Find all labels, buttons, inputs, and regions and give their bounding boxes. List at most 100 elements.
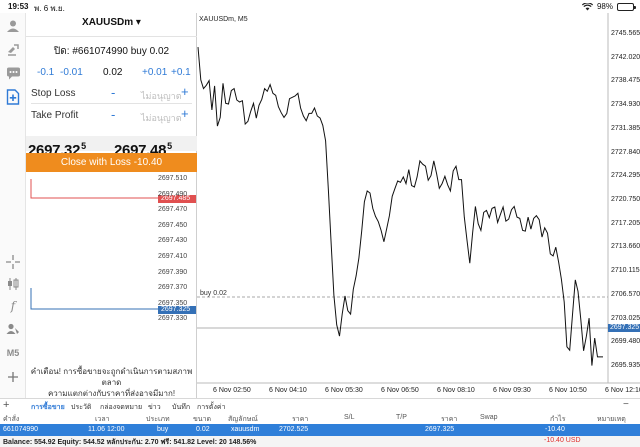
price-tick-label: 2710.115	[611, 267, 640, 275]
new-order-icon[interactable]	[3, 87, 23, 107]
cell-size: 0.02	[196, 426, 210, 433]
col-tp: T/P	[396, 414, 407, 421]
balance-bar: Balance: 554.92 Equity: 544.52 หลักประกั…	[0, 436, 640, 447]
time-tick-label: 6 Nov 09:30	[493, 387, 531, 394]
indicators-icon[interactable]	[3, 274, 23, 294]
chat-icon[interactable]	[3, 63, 23, 83]
cell-order: 661074990	[3, 426, 39, 433]
ladder-price-label: 2697.330	[158, 315, 188, 323]
ladder-price-label: 2697.370	[158, 284, 188, 292]
cell-price: 2702.525	[279, 426, 309, 433]
add-icon[interactable]	[3, 367, 23, 387]
time-tick-label: 6 Nov 02:50	[213, 387, 251, 394]
order-description: ปิด: #661074990 buy 0.02	[53, 46, 170, 57]
stop-loss-minus-button[interactable]: -	[111, 85, 116, 100]
volume-minus-big-button[interactable]: -0.1	[37, 67, 55, 78]
ask-price-sup: 5	[167, 141, 172, 151]
left-toolbar: f M5	[0, 13, 26, 398]
bid-ladder-line	[30, 288, 158, 310]
chart-title: XAUUSDm, M5	[199, 16, 248, 23]
price-tick-label: 2720.750	[611, 196, 640, 203]
tab-history[interactable]: ประวัติ	[71, 404, 92, 411]
price-tick-label: 2745.565	[611, 30, 640, 37]
col-profit: กำไร	[550, 416, 566, 423]
col-swap: Swap	[480, 414, 498, 421]
ladder-price-label: 2697.490	[158, 190, 188, 198]
ladder-lines	[30, 179, 158, 310]
price-tick-label: 2717.205	[611, 219, 640, 227]
tab-mailbox[interactable]: กล่องจดหมาย	[100, 404, 143, 411]
volume-plus-big-button[interactable]: +0.1	[171, 67, 191, 78]
price-tick-label: 2734.930	[611, 101, 640, 109]
ladder-price-label: 2697.430	[158, 237, 188, 245]
status-right: 98%	[581, 2, 636, 11]
market-watch-icon[interactable]	[3, 40, 23, 60]
stop-loss-plus-button[interactable]: +	[181, 84, 189, 99]
cell-time: 11.06 12:00	[88, 426, 125, 433]
table-row[interactable]: 661074990 11.06 12:00 buy 0.02 xauusdm 2…	[0, 424, 640, 436]
volume-minus-small-button[interactable]: -0.01	[60, 67, 83, 78]
status-time: 19:53	[8, 2, 29, 11]
cell-profit: -10.40	[545, 426, 565, 433]
take-profit-input[interactable]: ไม่อนุญาต	[141, 113, 182, 123]
bid-ladder-tag: 2697.325	[158, 306, 196, 314]
take-profit-plus-button[interactable]: +	[181, 106, 189, 121]
col-sl: S/L	[344, 414, 355, 421]
col-order: คำสั่ง	[3, 416, 20, 423]
ask-ladder-tag: 2697.485	[158, 195, 196, 203]
time-tick-label: 6 Nov 05:30	[325, 387, 363, 394]
ladder-price-label: 2697.450	[158, 221, 188, 229]
objects-icon[interactable]	[3, 319, 23, 339]
price-series-line	[197, 47, 603, 366]
col-symbol: สัญลักษณ์	[228, 416, 258, 423]
add-tab-icon[interactable]: +	[3, 399, 10, 411]
stop-loss-input[interactable]: ไม่อนุญาต	[141, 91, 182, 101]
terminal-tabs: + การซื้อขาย ประวัติ กล่องจดหมาย ข่าว บั…	[0, 398, 640, 414]
battery-icon	[617, 2, 636, 11]
cell-current-price: 2697.325	[425, 426, 455, 433]
symbol-selector[interactable]: XAUUSDm ▾	[82, 17, 141, 28]
divider	[31, 103, 192, 104]
time-tick-label: 6 Nov 04:10	[269, 387, 307, 394]
price-tick-label: 2724.295	[611, 172, 640, 180]
warning-line-2: ความแตกต่างกับราคาที่ส่งอาจมีมาก!	[47, 389, 176, 398]
cell-type: buy	[157, 426, 169, 433]
balance-summary: Balance: 554.92 Equity: 544.52 หลักประกั…	[3, 439, 257, 446]
stop-loss-label: Stop Loss	[31, 88, 76, 99]
time-tick-label: 6 Nov 08:10	[437, 387, 475, 394]
time-tick-label: 6 Nov 06:50	[381, 387, 419, 394]
floating-pl: -10.40 USD	[544, 437, 581, 444]
positions-header: คำสั่ง เวลา ประเภท ขนาด สัญลักษณ์ ราคา S…	[0, 412, 640, 424]
battery-percent: 98%	[596, 2, 613, 11]
price-tick-label: 2727.840	[611, 148, 640, 156]
time-tick-label: 6 Nov 12:10	[605, 387, 640, 394]
account-icon[interactable]	[3, 16, 23, 36]
tab-settings[interactable]: การตั้งค่า	[197, 404, 226, 411]
minimize-panel-icon[interactable]: −	[623, 399, 629, 410]
price-tick-label: 2703.025	[611, 314, 640, 322]
take-profit-minus-button[interactable]: -	[111, 107, 116, 122]
price-chart[interactable]: XAUUSDm, M5 buy 0.02 2745.565 2742.020 273…	[197, 13, 640, 398]
col-size: ขนาด	[193, 416, 212, 423]
close-with-loss-button[interactable]: Close with Loss -10.40	[26, 153, 197, 172]
order-panel: XAUUSDm ▾ ปิด: #661074990 buy 0.02 -0.1 …	[26, 13, 197, 398]
price-tick-label: 2699.480	[611, 338, 640, 346]
function-icon[interactable]: f	[10, 299, 16, 313]
tab-news[interactable]: ข่าว	[148, 404, 161, 411]
col-comment: หมายเหตุ	[597, 416, 626, 423]
tab-journal[interactable]: บันทึก	[172, 404, 191, 411]
col-current-price: ราคา	[441, 416, 458, 423]
volume-plus-small-button[interactable]: +0.01	[142, 67, 168, 78]
crosshair-icon[interactable]	[3, 252, 23, 272]
status-bar: 19:53 พ. 6 พ.ย. 98%	[0, 0, 640, 13]
warning-line-1: คำเตือน! การซื้อขายจะถูกดำเนินการตามสภาพ…	[30, 367, 193, 387]
chart-canvas[interactable]	[197, 13, 640, 398]
price-tick-label: 2738.475	[611, 77, 640, 85]
volume-input[interactable]: 0.02	[103, 67, 123, 78]
current-price-tag: 2697.325	[608, 324, 640, 332]
col-price: ราคา	[292, 416, 309, 423]
price-tick-label: 2706.570	[611, 290, 640, 298]
ladder-price-label: 2697.410	[158, 253, 188, 260]
timeframe-button[interactable]: M5	[6, 348, 20, 358]
ladder-price-label: 2697.510	[158, 175, 188, 182]
